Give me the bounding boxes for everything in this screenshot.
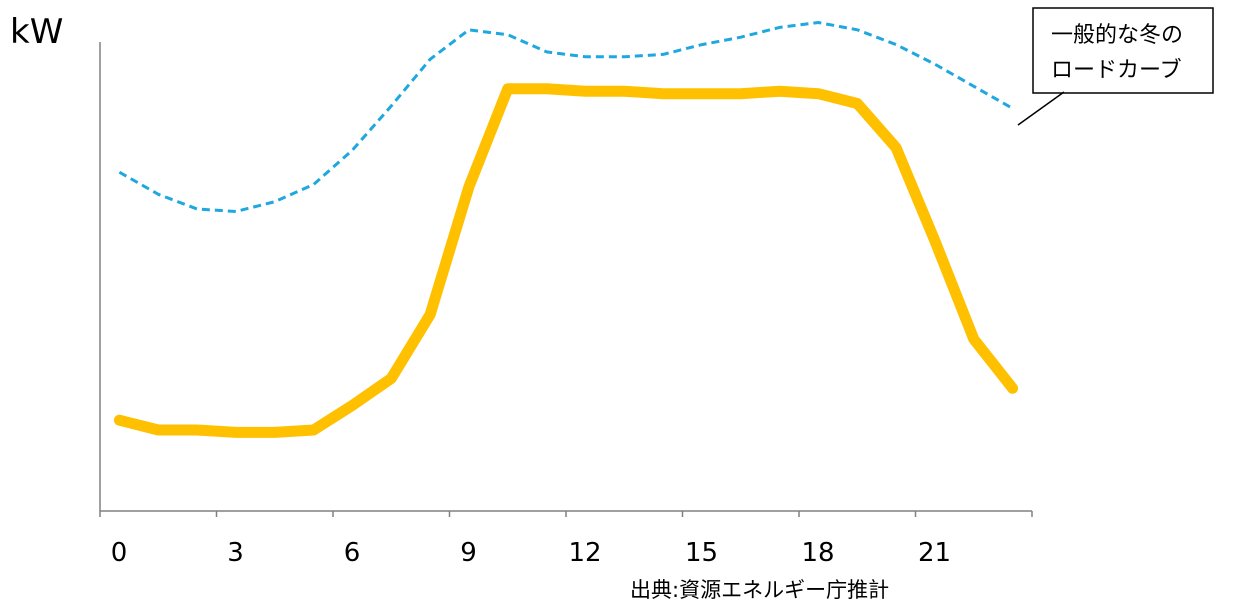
y-axis-label: kW xyxy=(10,12,63,52)
callout-box xyxy=(1032,7,1214,94)
series-line-demand xyxy=(113,83,1019,438)
axes: 0 3 6 9 12 15 18 21 xyxy=(99,42,1033,568)
callout-text-line-2: ロードカーブ xyxy=(1051,58,1182,83)
callout-annotation: 一般的な冬の ロードカーブ xyxy=(1017,7,1214,126)
x-tick-label: 12 xyxy=(568,538,601,568)
callout-text-line-1: 一般的な冬の xyxy=(1051,23,1183,48)
series-group xyxy=(113,21,1019,438)
x-tick-label: 3 xyxy=(227,538,244,568)
x-tick-label: 9 xyxy=(460,538,477,568)
x-tick-label: 18 xyxy=(801,538,834,568)
series-line-winter-typical xyxy=(118,21,1014,213)
x-tick-label: 21 xyxy=(918,538,951,568)
callout-leader-line xyxy=(1017,91,1065,126)
x-tick-label: 6 xyxy=(344,538,361,568)
source-note: 出典:資源エネルギー庁推計 xyxy=(630,578,889,602)
x-tick-label: 0 xyxy=(111,538,128,568)
labels-group: kW 出典:資源エネルギー庁推計 xyxy=(10,12,889,602)
x-tick-label: 15 xyxy=(685,538,718,568)
